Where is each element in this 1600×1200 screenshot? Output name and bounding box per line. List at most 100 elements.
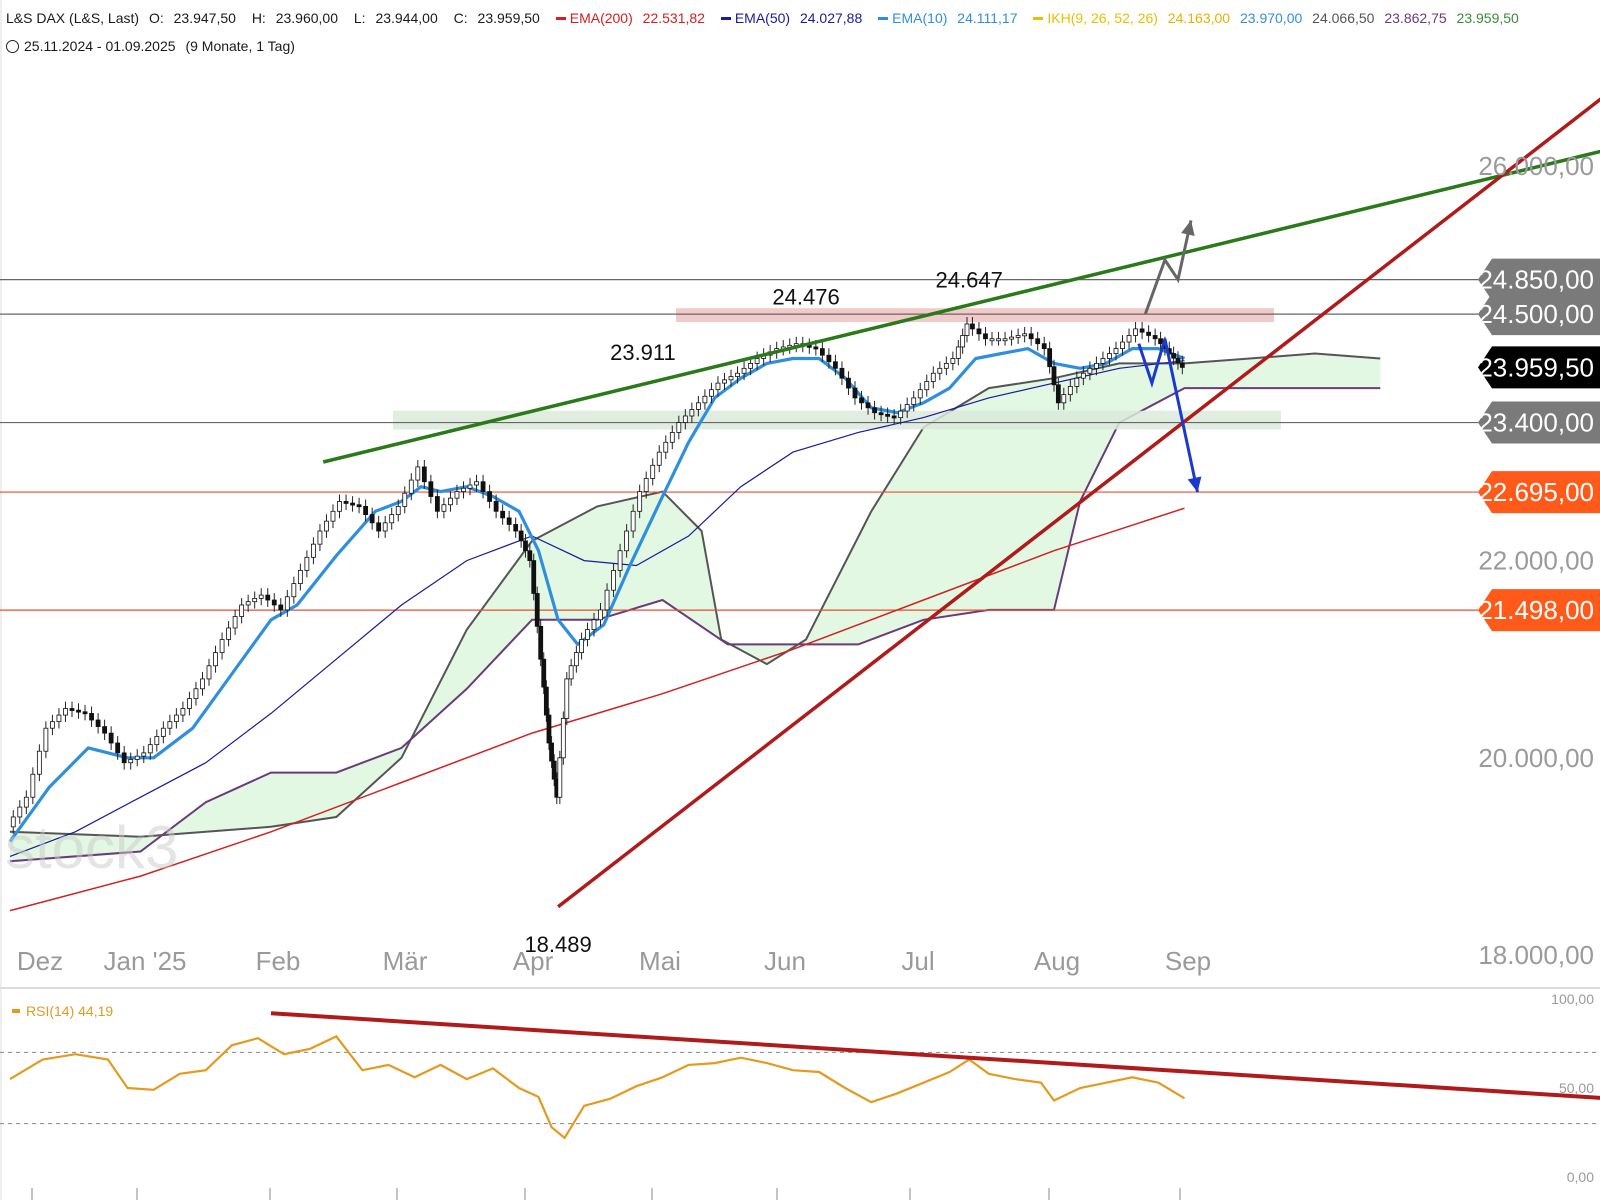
cloud-span-a bbox=[9, 352, 1381, 838]
candle-body bbox=[50, 721, 55, 729]
candle-body bbox=[904, 404, 910, 412]
price-tag-bg bbox=[1478, 293, 1600, 336]
candle-body bbox=[252, 597, 258, 603]
candle-body bbox=[63, 708, 68, 716]
price-tag-label: 24.500,00 bbox=[1478, 299, 1594, 329]
candle-body bbox=[1139, 328, 1145, 333]
candle-body bbox=[872, 407, 877, 414]
price-tag-bg bbox=[1478, 258, 1600, 301]
candle-body bbox=[754, 358, 760, 364]
candle-body bbox=[898, 410, 904, 419]
x-tick-label: Feb bbox=[256, 946, 301, 976]
candle-body bbox=[43, 727, 49, 752]
candle-body bbox=[128, 759, 134, 764]
candle-body bbox=[356, 504, 362, 508]
candle-body bbox=[1074, 377, 1080, 387]
candle-body bbox=[480, 481, 486, 492]
candle-body bbox=[23, 796, 29, 808]
candle-body bbox=[630, 510, 636, 532]
trendlines[interactable] bbox=[322, 68, 1600, 909]
candle-body bbox=[650, 464, 656, 479]
candle-body bbox=[513, 524, 519, 532]
candle-body bbox=[955, 346, 961, 359]
candle-body bbox=[852, 387, 858, 399]
rsi-trendline bbox=[270, 1011, 1600, 1100]
candle-body bbox=[395, 505, 401, 515]
candle-body bbox=[108, 732, 114, 744]
price-tag-1: 24.500,00 bbox=[1478, 293, 1600, 336]
price-tag-label: 24.850,00 bbox=[1478, 265, 1594, 295]
candle-body bbox=[154, 736, 160, 746]
candle-body bbox=[160, 727, 166, 737]
candle-body bbox=[382, 522, 388, 532]
price-tag-5: 21.498,00 bbox=[1478, 589, 1600, 632]
rsi-level-label: 50,00 bbox=[1559, 1080, 1594, 1096]
candle-body bbox=[180, 708, 186, 716]
candle-body bbox=[930, 372, 936, 382]
price-annotation: 24.476 bbox=[772, 284, 839, 309]
candle-body bbox=[265, 594, 271, 601]
candle-body bbox=[467, 484, 473, 489]
candle-body bbox=[911, 397, 917, 405]
price-tag-bg bbox=[1478, 471, 1600, 514]
legend-ema50[interactable]: EMA(50) 24.027,88 bbox=[720, 10, 868, 26]
candle-body bbox=[943, 362, 949, 369]
cloud-span-b bbox=[9, 387, 1381, 863]
legend-ema10[interactable]: EMA(10) 24.111,17 bbox=[878, 10, 1023, 26]
candle-body bbox=[846, 377, 851, 389]
y-tick-label: 18.000,00 bbox=[1478, 940, 1594, 970]
candle-body bbox=[1152, 335, 1158, 340]
candle-body bbox=[173, 714, 179, 723]
up-trendline bbox=[322, 149, 1600, 464]
symbol-title[interactable]: L&S DAX (L&S, Last) bbox=[6, 10, 140, 26]
candle-body bbox=[245, 601, 251, 606]
candle-body bbox=[722, 379, 727, 384]
candle-body bbox=[695, 402, 701, 410]
rising-support-trendline bbox=[557, 97, 1600, 909]
price-labels: 24.476 24.647 23.911 18.489 24.850,00 24.500,… bbox=[524, 258, 1600, 957]
candle-body bbox=[663, 441, 669, 453]
candle-body bbox=[715, 382, 721, 391]
candle-body bbox=[1080, 372, 1086, 379]
candle-body bbox=[1061, 394, 1067, 404]
candle-body bbox=[996, 338, 1001, 342]
candle-body bbox=[617, 550, 623, 571]
candle-body bbox=[95, 719, 101, 727]
candle-body bbox=[56, 714, 62, 723]
candle-body bbox=[317, 530, 323, 545]
candle-body bbox=[689, 409, 695, 417]
candle-body bbox=[115, 742, 121, 754]
candle-body bbox=[297, 570, 303, 585]
candle-body bbox=[709, 389, 714, 397]
candle-body bbox=[1113, 348, 1119, 354]
candle-body bbox=[1126, 335, 1132, 343]
candle-body bbox=[728, 376, 734, 381]
candle-body bbox=[735, 372, 740, 377]
candle-body bbox=[213, 652, 218, 667]
price-tag-label: 21.498,00 bbox=[1478, 595, 1594, 625]
ohlc-high: H: 23.960,00 bbox=[251, 10, 338, 26]
price-tag-bg bbox=[1478, 589, 1600, 632]
ohlc-close: C: 23.959,50 bbox=[453, 10, 540, 26]
x-tick-label: Mär bbox=[383, 946, 428, 976]
candle-body bbox=[1051, 366, 1057, 386]
candle-body bbox=[976, 328, 982, 335]
price-tag-label: 23.959,50 bbox=[1478, 352, 1594, 382]
candle-body bbox=[885, 413, 891, 417]
candle-body bbox=[960, 335, 966, 348]
price-tag-label: 23.400,00 bbox=[1478, 408, 1594, 438]
candle-body bbox=[324, 520, 329, 532]
bearish-scenario-arrow bbox=[1137, 338, 1199, 493]
candle-body bbox=[167, 721, 173, 729]
y-tick-label: 26.000,00 bbox=[1478, 151, 1594, 181]
candle-body bbox=[598, 609, 603, 621]
candle-body bbox=[546, 714, 552, 744]
legend-ikh[interactable]: IKH(9, 26, 52, 26) 24.163,00 23.970,00 2… bbox=[1033, 10, 1524, 26]
candle-body bbox=[147, 744, 153, 754]
legend-ema200[interactable]: EMA(200) 22.531,82 bbox=[555, 10, 711, 26]
x-tick-label: Apr bbox=[513, 946, 554, 976]
candle-body bbox=[826, 354, 832, 363]
candle-body bbox=[702, 395, 708, 404]
